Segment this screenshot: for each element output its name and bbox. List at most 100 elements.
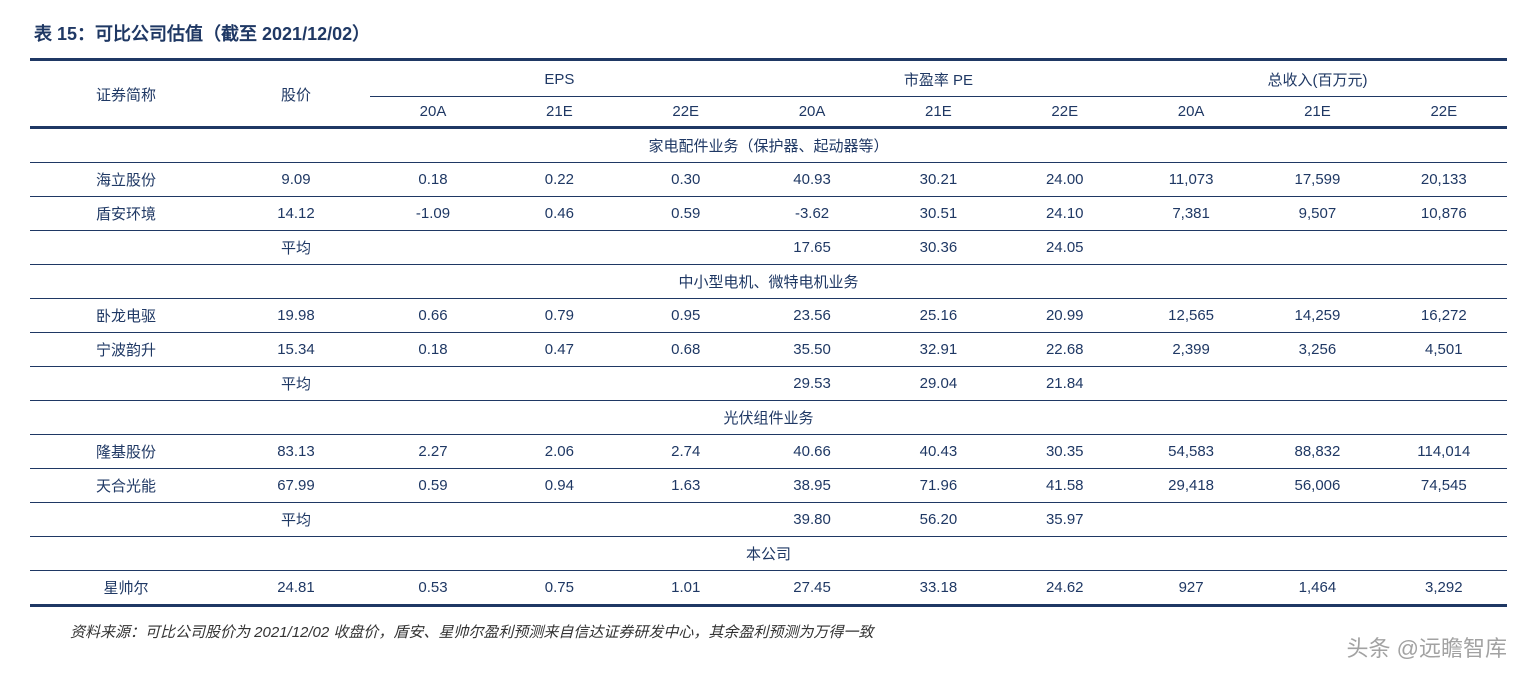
pe-cell: 32.91: [875, 333, 1001, 367]
rev-cell: 3,256: [1254, 333, 1380, 367]
pe-cell: 27.45: [749, 571, 875, 606]
header-name: 证券简称: [30, 60, 222, 128]
avg-label: 平均: [222, 503, 370, 537]
eps-cell: 0.18: [370, 163, 496, 197]
rev-cell: 2,399: [1128, 333, 1254, 367]
pe-cell: 22.68: [1002, 333, 1128, 367]
eps-cell: 0.66: [370, 299, 496, 333]
header-sub: 22E: [1381, 97, 1507, 128]
avg-empty: [1381, 231, 1507, 265]
eps-cell: 0.95: [623, 299, 749, 333]
pe-cell: 23.56: [749, 299, 875, 333]
company-name: 隆基股份: [30, 435, 222, 469]
header-sub: 21E: [875, 97, 1001, 128]
header-sub: 20A: [749, 97, 875, 128]
avg-empty: [370, 367, 496, 401]
eps-cell: 0.59: [623, 197, 749, 231]
rev-cell: 1,464: [1254, 571, 1380, 606]
price-cell: 15.34: [222, 333, 370, 367]
pe-cell: 24.10: [1002, 197, 1128, 231]
valuation-table: 证券简称 股价 EPS 市盈率 PE 总收入(百万元) 20A21E22E20A…: [30, 58, 1507, 607]
avg-empty: [623, 367, 749, 401]
avg-empty: [30, 503, 222, 537]
header-sub: 22E: [1002, 97, 1128, 128]
rev-cell: 10,876: [1381, 197, 1507, 231]
pe-cell: 30.51: [875, 197, 1001, 231]
avg-empty: [370, 231, 496, 265]
pe-cell: 71.96: [875, 469, 1001, 503]
eps-cell: 0.47: [496, 333, 622, 367]
price-cell: 9.09: [222, 163, 370, 197]
eps-cell: 1.01: [623, 571, 749, 606]
company-name: 宁波韵升: [30, 333, 222, 367]
pe-cell: 38.95: [749, 469, 875, 503]
source-note: 资料来源：可比公司股价为 2021/12/02 收盘价，盾安、星帅尔盈利预测来自…: [30, 621, 1507, 642]
eps-cell: 2.27: [370, 435, 496, 469]
avg-empty: [370, 503, 496, 537]
avg-pe-cell: 39.80: [749, 503, 875, 537]
rev-cell: 7,381: [1128, 197, 1254, 231]
eps-cell: -1.09: [370, 197, 496, 231]
pe-cell: 41.58: [1002, 469, 1128, 503]
avg-pe-cell: 21.84: [1002, 367, 1128, 401]
avg-empty: [1128, 367, 1254, 401]
avg-empty: [496, 503, 622, 537]
avg-pe-cell: 30.36: [875, 231, 1001, 265]
avg-empty: [1254, 503, 1380, 537]
avg-empty: [1381, 503, 1507, 537]
rev-cell: 4,501: [1381, 333, 1507, 367]
company-name: 海立股份: [30, 163, 222, 197]
watermark: 头条 @远瞻智库: [1347, 631, 1507, 663]
table-title: 表 15：可比公司估值（截至 2021/12/02）: [30, 20, 1507, 46]
avg-pe-cell: 35.97: [1002, 503, 1128, 537]
avg-pe-cell: 29.53: [749, 367, 875, 401]
header-sub: 20A: [370, 97, 496, 128]
avg-empty: [1254, 231, 1380, 265]
eps-cell: 0.68: [623, 333, 749, 367]
pe-cell: 30.35: [1002, 435, 1128, 469]
avg-empty: [496, 231, 622, 265]
company-name: 卧龙电驱: [30, 299, 222, 333]
rev-cell: 56,006: [1254, 469, 1380, 503]
pe-cell: 40.66: [749, 435, 875, 469]
company-name: 星帅尔: [30, 571, 222, 606]
rev-cell: 74,545: [1381, 469, 1507, 503]
avg-empty: [1381, 367, 1507, 401]
header-sub: 21E: [1254, 97, 1380, 128]
avg-empty: [1254, 367, 1380, 401]
avg-pe-cell: 17.65: [749, 231, 875, 265]
rev-cell: 17,599: [1254, 163, 1380, 197]
eps-cell: 1.63: [623, 469, 749, 503]
price-cell: 83.13: [222, 435, 370, 469]
header-sub: 20A: [1128, 97, 1254, 128]
company-name: 天合光能: [30, 469, 222, 503]
avg-empty: [30, 231, 222, 265]
avg-empty: [623, 231, 749, 265]
header-sub: 21E: [496, 97, 622, 128]
avg-empty: [496, 367, 622, 401]
pe-cell: 20.99: [1002, 299, 1128, 333]
header-revenue: 总收入(百万元): [1128, 60, 1507, 97]
rev-cell: 16,272: [1381, 299, 1507, 333]
avg-empty: [623, 503, 749, 537]
section-title: 中小型电机、微特电机业务: [30, 265, 1507, 299]
rev-cell: 9,507: [1254, 197, 1380, 231]
pe-cell: 30.21: [875, 163, 1001, 197]
rev-cell: 12,565: [1128, 299, 1254, 333]
eps-cell: 0.75: [496, 571, 622, 606]
eps-cell: 0.18: [370, 333, 496, 367]
avg-label: 平均: [222, 231, 370, 265]
eps-cell: 0.59: [370, 469, 496, 503]
eps-cell: 0.46: [496, 197, 622, 231]
header-eps: EPS: [370, 60, 749, 97]
price-cell: 67.99: [222, 469, 370, 503]
pe-cell: 25.16: [875, 299, 1001, 333]
avg-label: 平均: [222, 367, 370, 401]
pe-cell: 24.62: [1002, 571, 1128, 606]
price-cell: 19.98: [222, 299, 370, 333]
eps-cell: 0.22: [496, 163, 622, 197]
pe-cell: 33.18: [875, 571, 1001, 606]
section-title: 家电配件业务（保护器、起动器等）: [30, 128, 1507, 163]
avg-pe-cell: 24.05: [1002, 231, 1128, 265]
rev-cell: 20,133: [1381, 163, 1507, 197]
